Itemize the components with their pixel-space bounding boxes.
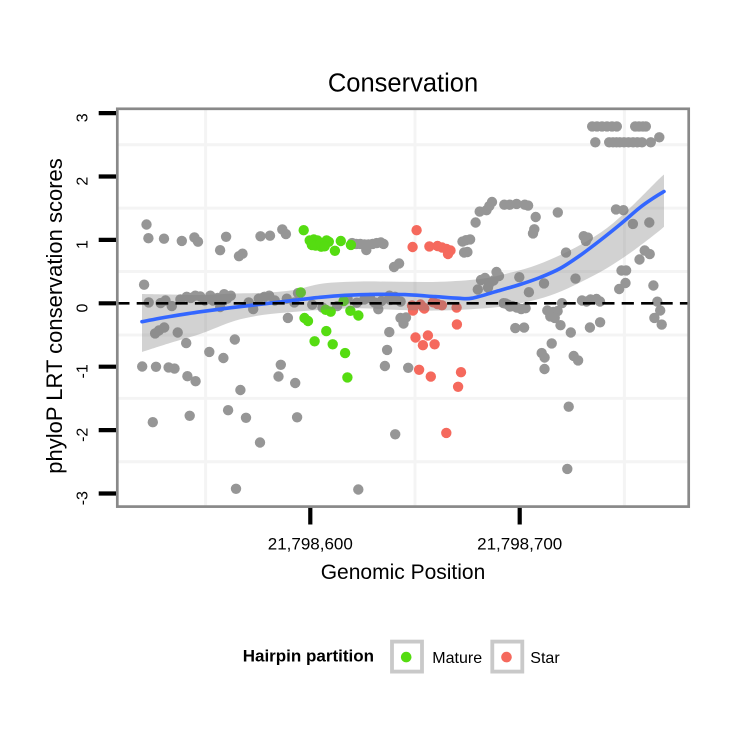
svg-text:3: 3 xyxy=(75,113,92,122)
svg-text:-1: -1 xyxy=(75,364,92,378)
svg-text:-3: -3 xyxy=(75,491,92,505)
svg-text:-2: -2 xyxy=(75,428,92,442)
svg-text:0: 0 xyxy=(75,303,92,312)
svg-text:21,798,600: 21,798,600 xyxy=(268,535,353,554)
svg-text:Genomic Position: Genomic Position xyxy=(321,561,486,584)
svg-text:Conservation: Conservation xyxy=(328,70,478,98)
svg-text:Hairpin partition: Hairpin partition xyxy=(243,647,374,666)
svg-text:1: 1 xyxy=(75,240,92,249)
svg-text:phyloP LRT conservation scores: phyloP LRT conservation scores xyxy=(42,158,67,474)
svg-text:Mature: Mature xyxy=(432,650,482,667)
svg-text:2: 2 xyxy=(75,177,92,186)
svg-text:Star: Star xyxy=(530,650,560,667)
svg-text:21,798,700: 21,798,700 xyxy=(477,535,562,554)
